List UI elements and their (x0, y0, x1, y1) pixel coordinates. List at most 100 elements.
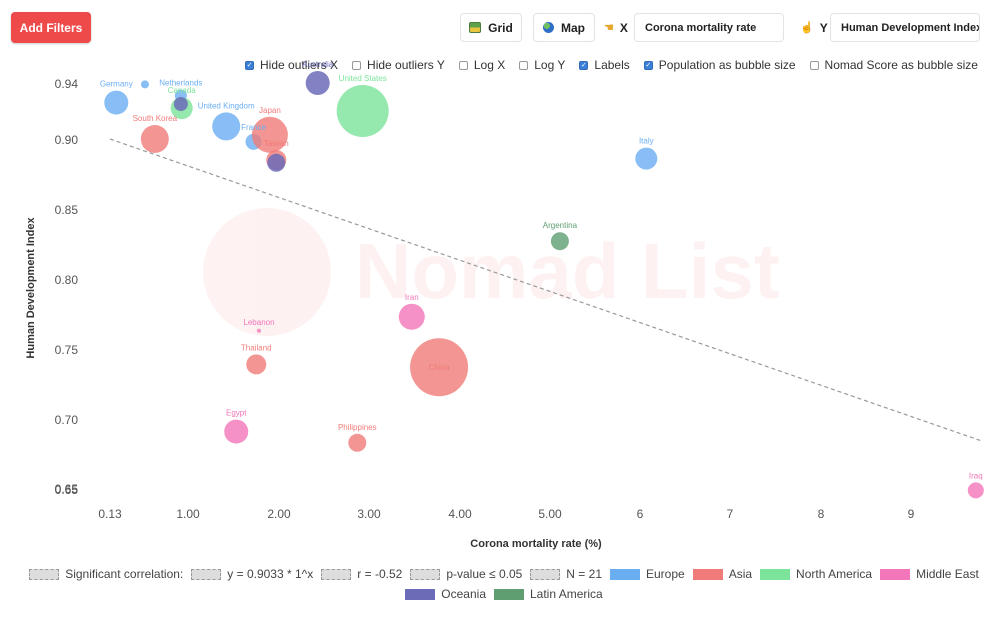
y-axis-select[interactable]: Human Development Index (830, 13, 980, 42)
data-point-united-kingdom[interactable] (212, 112, 241, 141)
y-tick-label: 0.85 (55, 203, 79, 217)
legend-label: North America (796, 567, 873, 581)
nomad-list-watermark: Nomad List (203, 208, 780, 336)
point-label: Iran (405, 293, 419, 302)
hand-pointing-up-icon: ☝ (800, 22, 814, 34)
point-label: Germany (100, 80, 133, 89)
x-tag-label: X (619, 20, 628, 35)
legend-swatch (880, 568, 911, 580)
map-view-button[interactable]: Map (533, 13, 595, 42)
x-tick-label: 0.13 (98, 507, 122, 521)
legend-item-north-america[interactable]: North America (752, 567, 872, 581)
data-point[interactable] (173, 97, 188, 111)
point-label: Netherlands (159, 79, 202, 88)
legend-item-middle-east[interactable]: Middle East (872, 567, 979, 581)
legend-n: N = 21 (566, 567, 602, 581)
option-label: Hide outliers Y (367, 58, 445, 72)
grid-label: Grid (488, 20, 513, 35)
data-point-japan[interactable] (251, 116, 288, 153)
x-tick-label: 5.00 (538, 507, 562, 521)
option-nomad-score-as-bubble-size[interactable]: Nomad Score as bubble size (809, 58, 978, 72)
checkbox[interactable]: ✓ (245, 60, 254, 70)
point-label: United States (339, 74, 387, 83)
data-point-argentina[interactable] (550, 232, 569, 251)
point-label: Canada (168, 86, 197, 95)
data-point-united-states[interactable] (336, 85, 389, 137)
legend-swatch (760, 568, 791, 580)
x-axis-title: Corona mortality rate (%) (470, 538, 602, 550)
checkbox[interactable] (519, 60, 529, 70)
option-labels[interactable]: ✓ Labels (579, 58, 630, 72)
y-axis: 0.650.650.700.750.800.850.900.94 (55, 77, 79, 497)
legend-label: Latin America (530, 587, 603, 601)
data-point[interactable] (140, 80, 149, 89)
point-label: Taiwan (264, 139, 289, 148)
option-log-x[interactable]: Log X (458, 58, 506, 72)
data-point-germany[interactable] (104, 90, 129, 115)
data-point-iraq[interactable] (967, 482, 984, 499)
point-label: South Korea (133, 114, 178, 123)
scatter-chart: Nomad List 0.13 1.00 2.00 3.00 4.00 5.00 6 7 8 9 … (25, 60, 984, 550)
checkbox[interactable]: ✓ (579, 60, 589, 70)
data-point-south-korea[interactable] (140, 125, 169, 153)
data-point-philippines[interactable] (348, 433, 367, 452)
data-point-egypt[interactable] (224, 419, 249, 444)
y-tick-label: 0.70 (55, 413, 79, 427)
legend-label: Oceania (441, 587, 486, 601)
x-tick-label: 3.00 (357, 507, 381, 521)
checkbox[interactable]: ✓ (643, 60, 653, 70)
y-axis-title: Human Development Index (25, 217, 37, 359)
option-population-as-bubble-size[interactable]: ✓ Population as bubble size (643, 58, 796, 72)
checkbox[interactable] (458, 60, 468, 70)
y-tick-label: 0.75 (55, 343, 79, 357)
legend-item-oceania[interactable]: Oceania (397, 587, 486, 601)
chart-options: ✓ Hide outliers X Hide outliers Y Log X Log … (245, 58, 992, 72)
legend-swatch (29, 568, 60, 580)
option-log-y[interactable]: Log Y (519, 58, 565, 72)
option-hide-outliers-y[interactable]: Hide outliers Y (352, 58, 445, 72)
y-axis-tag: ☝ Y (800, 13, 828, 42)
legend-item-europe[interactable]: Europe (602, 567, 685, 581)
legend: Significant correlation: y = 0.9033 * 1^… (0, 567, 1000, 601)
legend-swatch (191, 568, 222, 580)
x-tick-label: 7 (727, 507, 734, 521)
x-tick-label: 2.00 (267, 507, 291, 521)
legend-equation: y = 0.9033 * 1^x (227, 567, 314, 581)
data-point-italy[interactable] (635, 147, 658, 170)
data-point-china[interactable] (410, 338, 469, 397)
option-label: Log Y (534, 58, 566, 72)
legend-swatch (410, 568, 441, 580)
data-point[interactable] (267, 153, 286, 172)
legend-item-latin-america[interactable]: Latin America (486, 587, 603, 601)
y-tick-label: 0.65 (55, 483, 79, 497)
add-filters-button[interactable]: Add Filters (11, 12, 91, 43)
data-point-iran[interactable] (398, 303, 425, 330)
data-points (104, 71, 984, 499)
option-hide-outliers-x[interactable]: ✓ Hide outliers X (245, 58, 338, 72)
option-label: Nomad Score as bubble size (824, 58, 978, 72)
legend-item-asia[interactable]: Asia (685, 567, 752, 581)
globe-icon (543, 22, 554, 33)
hand-pointing-left-icon: ☚ (604, 22, 614, 34)
data-point-thailand[interactable] (246, 354, 267, 375)
option-label: Log X (473, 58, 506, 72)
data-point-lebanon[interactable] (256, 328, 261, 333)
checkbox[interactable] (809, 60, 819, 70)
point-label: France (241, 123, 266, 132)
point-label: Japan (259, 106, 281, 115)
option-label: Population as bubble size (658, 58, 796, 72)
y-tick-label: 0.80 (55, 273, 79, 287)
point-label: Thailand (241, 343, 272, 352)
x-axis-select[interactable]: Corona mortality rate (634, 13, 784, 42)
grid-icon (469, 22, 482, 33)
legend-row-1: Significant correlation: y = 0.9033 * 1^… (0, 567, 1000, 581)
grid-view-button[interactable]: Grid (460, 13, 522, 42)
legend-row-2: Oceania Latin America (0, 587, 1000, 601)
point-label: Argentina (543, 221, 578, 230)
y-tag-label: Y (819, 20, 828, 35)
point-label: Iraq (969, 471, 983, 480)
legend-p: p-value ≤ 0.05 (446, 567, 523, 581)
checkbox[interactable] (352, 60, 362, 70)
legend-swatch (494, 588, 524, 600)
data-point-australia[interactable] (305, 71, 330, 95)
